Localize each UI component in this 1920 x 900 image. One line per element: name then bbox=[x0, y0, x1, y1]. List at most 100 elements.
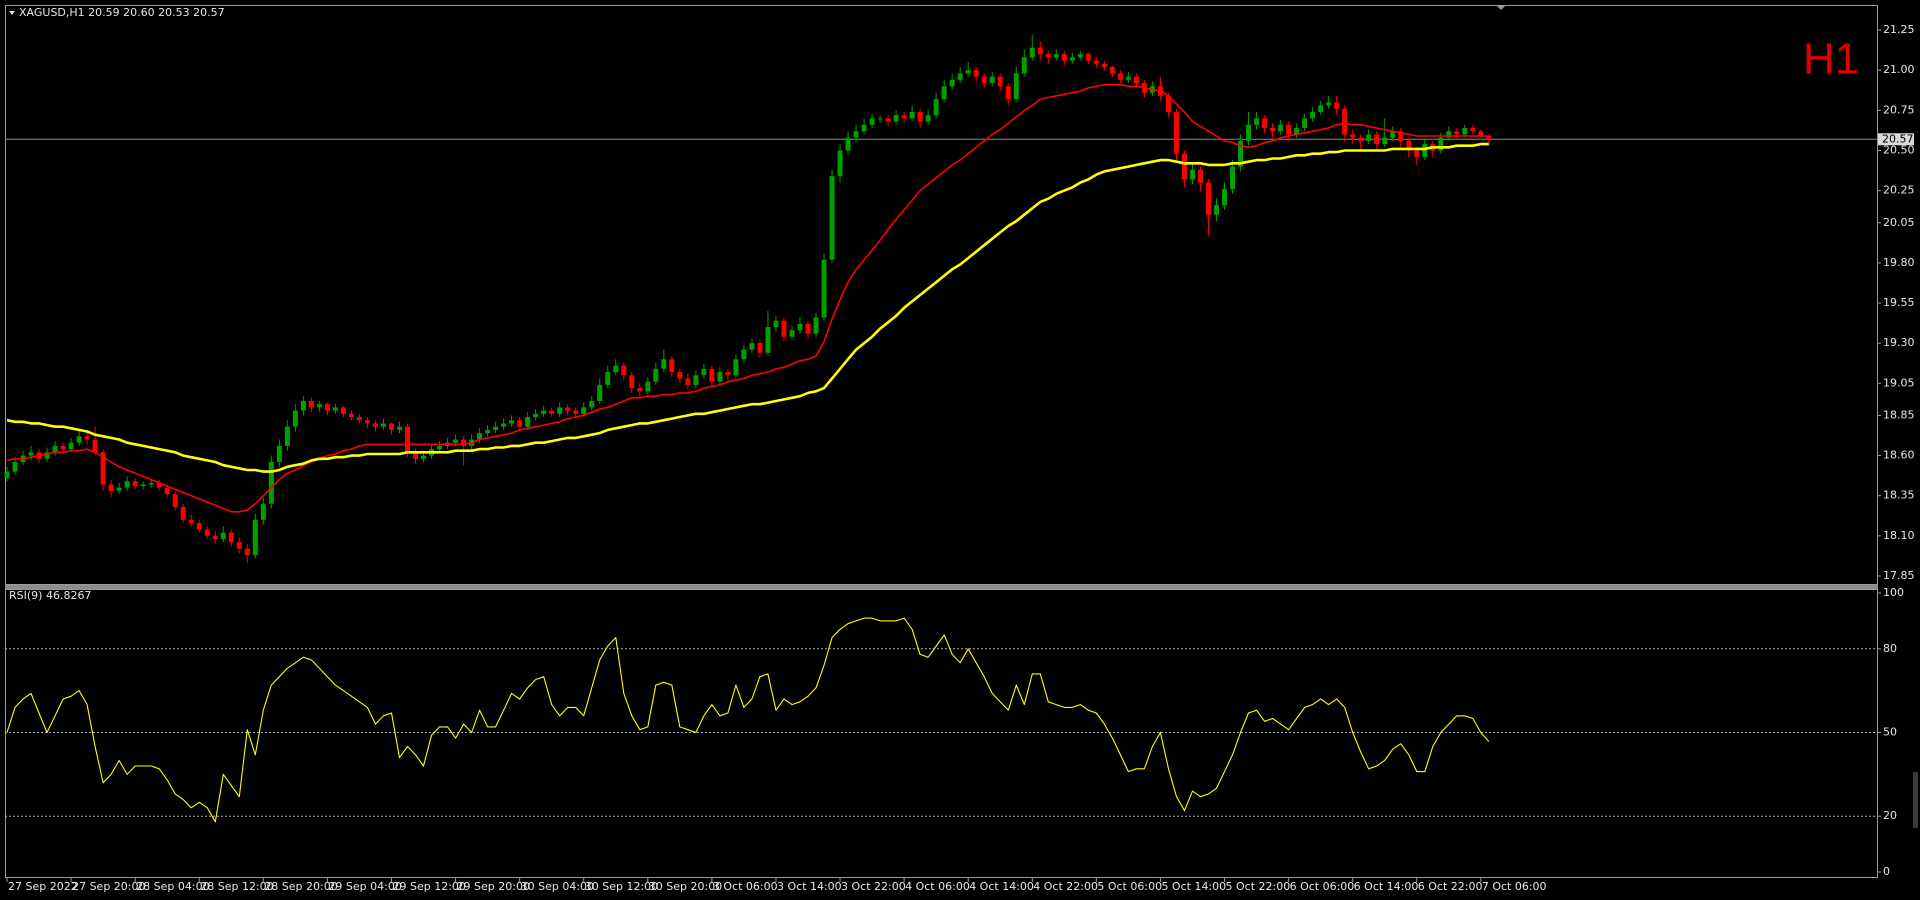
candle-body bbox=[949, 79, 955, 87]
candle-body bbox=[637, 388, 643, 392]
candle-body bbox=[1294, 128, 1300, 135]
x-tick-label: 7 Oct 06:00 bbox=[1482, 880, 1547, 893]
x-tick-label: 5 Oct 06:00 bbox=[1097, 880, 1162, 893]
x-tick-label: 30 Sep 04:00 bbox=[521, 880, 594, 893]
x-tick-label: 29 Sep 20:00 bbox=[457, 880, 530, 893]
y-tick-label: 20 bbox=[1883, 809, 1897, 822]
candle-body bbox=[348, 413, 354, 418]
y-tick-label: 20.05 bbox=[1883, 216, 1915, 229]
candle-body bbox=[989, 76, 995, 84]
candle-body bbox=[188, 519, 194, 523]
y-tick-label: 50 bbox=[1883, 726, 1897, 739]
candle-body bbox=[621, 365, 627, 376]
candle-body bbox=[332, 407, 338, 411]
candle-body bbox=[829, 176, 835, 260]
candle-body bbox=[300, 400, 306, 411]
plot-layer: 17.85 18.10 18.35 18.60 18.85 19.05 19.30 19.55… bbox=[4, 23, 1915, 893]
candle-body bbox=[821, 259, 827, 318]
candle-body bbox=[685, 378, 691, 385]
candle-body bbox=[1045, 54, 1051, 58]
candle-body bbox=[124, 481, 130, 488]
candle-body bbox=[869, 118, 875, 125]
candle-body bbox=[1318, 105, 1324, 112]
y-tick-label: 19.30 bbox=[1883, 336, 1915, 349]
candle-body bbox=[917, 111, 923, 122]
candle-body bbox=[661, 359, 667, 369]
candle-body bbox=[388, 423, 394, 430]
x-tick-label: 28 Sep 12:00 bbox=[200, 880, 273, 893]
x-tick-label: 6 Oct 22:00 bbox=[1418, 880, 1483, 893]
candle-body bbox=[965, 70, 971, 74]
x-tick-label: 5 Oct 22:00 bbox=[1226, 880, 1291, 893]
timeframe-label: H1 bbox=[1803, 35, 1859, 84]
x-tick-label: 3 Oct 22:00 bbox=[841, 880, 906, 893]
candle-body bbox=[60, 445, 66, 450]
candle-body bbox=[1222, 189, 1228, 206]
candle-body bbox=[437, 445, 443, 450]
x-tick-label: 28 Sep 04:00 bbox=[136, 880, 209, 893]
candle-body bbox=[1374, 134, 1380, 145]
candle-body bbox=[1206, 182, 1211, 215]
y-tick-label: 19.05 bbox=[1883, 376, 1915, 389]
candle-body bbox=[701, 368, 707, 376]
x-tick-label: 29 Sep 12:00 bbox=[392, 880, 465, 893]
candle-body bbox=[453, 439, 459, 443]
candle-body bbox=[148, 482, 154, 485]
candle-body bbox=[941, 86, 947, 100]
x-tick-label: 4 Oct 06:00 bbox=[905, 880, 970, 893]
candle-body bbox=[76, 436, 82, 443]
candle-body bbox=[180, 506, 186, 520]
candle-body bbox=[837, 150, 843, 177]
candle-body bbox=[44, 452, 50, 459]
candle-body bbox=[957, 73, 963, 80]
candle-body bbox=[893, 115, 899, 122]
shift-marker[interactable] bbox=[1496, 5, 1506, 10]
candle-body bbox=[853, 131, 859, 138]
candle-body bbox=[589, 400, 595, 408]
candle-body bbox=[845, 137, 851, 151]
candle-body bbox=[1077, 54, 1083, 58]
candle-body bbox=[461, 439, 467, 446]
x-tick-label: 6 Oct 06:00 bbox=[1290, 880, 1355, 893]
candle-body bbox=[517, 420, 523, 427]
candle-body bbox=[252, 519, 258, 556]
candle-body bbox=[645, 381, 651, 392]
candle-body bbox=[1446, 131, 1452, 138]
candle-body bbox=[132, 481, 138, 487]
candle-body bbox=[1278, 124, 1284, 132]
candle-body bbox=[1334, 102, 1340, 109]
candle-body bbox=[1486, 136, 1492, 140]
candle-body bbox=[733, 359, 739, 376]
candle-body bbox=[1029, 47, 1035, 58]
y-tick-label: 80 bbox=[1883, 642, 1897, 655]
candle-body bbox=[1230, 166, 1236, 190]
scroll-handle[interactable] bbox=[1913, 772, 1918, 828]
candle-body bbox=[493, 426, 499, 430]
indicator-line bbox=[6, 617, 1490, 823]
x-tick-label: 27 Sep 20:00 bbox=[72, 880, 145, 893]
x-tick-label: 4 Oct 14:00 bbox=[969, 880, 1034, 893]
current-price-label: 20.57 bbox=[1882, 132, 1914, 145]
candle-body bbox=[925, 115, 931, 122]
candle-body bbox=[1406, 140, 1412, 151]
y-tick-label: 20.75 bbox=[1883, 103, 1915, 116]
candle-body bbox=[749, 343, 755, 350]
candle-body bbox=[1438, 137, 1444, 151]
candle-body bbox=[669, 359, 675, 373]
candle-body bbox=[1165, 95, 1171, 112]
candle-body bbox=[308, 400, 314, 408]
candle-body bbox=[813, 317, 819, 334]
y-tick-label: 18.85 bbox=[1883, 408, 1915, 421]
candle-body bbox=[1061, 54, 1067, 61]
candle-body bbox=[1470, 128, 1476, 132]
candle-body bbox=[525, 417, 531, 427]
candle-body bbox=[1326, 102, 1332, 106]
y-tick-label: 0 bbox=[1883, 865, 1890, 878]
candle-body bbox=[364, 420, 370, 424]
candle-body bbox=[1069, 57, 1075, 61]
candle-body bbox=[356, 417, 362, 421]
candle-body bbox=[629, 375, 635, 389]
